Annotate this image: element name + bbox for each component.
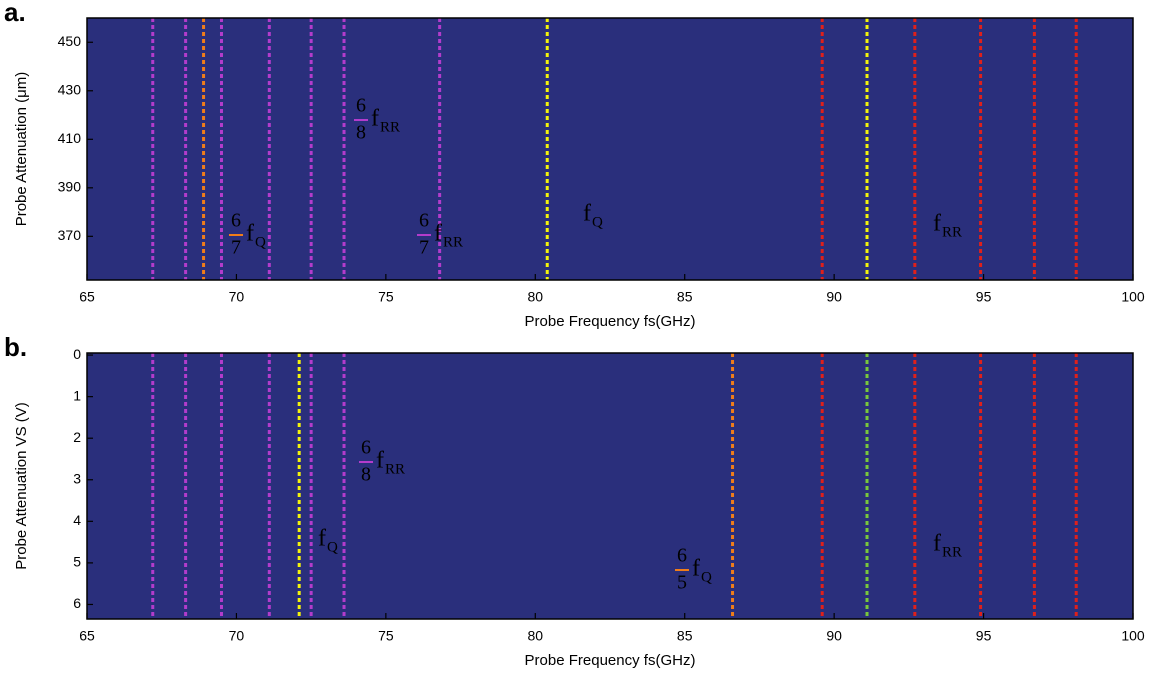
annotation-denominator: 7 [419, 237, 429, 259]
x-tick-label: 90 [826, 628, 842, 644]
panel-label: b. [4, 332, 27, 362]
annotation-numerator: 6 [356, 95, 366, 117]
y-axis-label: Probe Attenuation VS (V) [13, 402, 30, 570]
annotation-numerator: 6 [361, 437, 371, 459]
annotation-text: f [933, 531, 941, 557]
y-tick-label: 4 [73, 512, 81, 528]
x-tick-label: 100 [1121, 289, 1145, 305]
x-tick-label: 70 [229, 289, 245, 305]
annotation-text: f [376, 448, 384, 474]
annotation-text: f [318, 526, 326, 552]
y-tick-label: 3 [73, 470, 81, 486]
y-tick-label: 430 [58, 81, 82, 97]
x-tick-label: 95 [976, 289, 992, 305]
annotation-text: f [583, 201, 591, 227]
annotation-subscript: RR [942, 224, 962, 240]
y-tick-label: 1 [73, 387, 81, 403]
y-tick-label: 390 [58, 179, 82, 195]
annotation-numerator: 6 [419, 210, 429, 232]
x-tick-label: 70 [229, 628, 245, 644]
plot-frame [86, 17, 1134, 281]
annotation-text: f [434, 221, 442, 247]
x-tick-label: 65 [79, 628, 95, 644]
y-tick-label: 370 [58, 227, 82, 243]
y-tick-label: 5 [73, 554, 81, 570]
annotation: 6 7f Q [229, 210, 266, 259]
annotation-numerator: 6 [677, 545, 687, 567]
x-tick-label: 75 [378, 289, 394, 305]
x-tick-label: 65 [79, 289, 95, 305]
x-tick-label: 85 [677, 289, 693, 305]
x-tick-label: 80 [527, 628, 543, 644]
annotation-subscript: Q [255, 234, 266, 250]
annotation: 6 8f RR [354, 95, 400, 144]
annotation-subscript: RR [385, 461, 405, 477]
annotation: 6 5f Q [675, 545, 712, 594]
annotation: f RR [933, 211, 962, 241]
x-tick-label: 85 [677, 628, 693, 644]
annotation-subscript: RR [942, 544, 962, 560]
annotation-subscript: RR [380, 119, 400, 135]
annotation-subscript: Q [592, 214, 603, 230]
y-tick-label: 450 [58, 33, 82, 49]
annotation-subscript: Q [327, 539, 338, 555]
annotation-numerator: 6 [231, 210, 241, 232]
x-tick-label: 95 [976, 628, 992, 644]
x-axis-label: Probe Frequency fs(GHz) [525, 652, 696, 669]
annotation-text: f [371, 106, 379, 132]
y-tick-label: 0 [73, 346, 81, 362]
heatmap-area [87, 353, 1133, 619]
plot-frame [86, 352, 1134, 620]
annotation: f RR [933, 531, 962, 561]
x-tick-label: 80 [527, 289, 543, 305]
annotation-text: f [692, 556, 700, 582]
annotation: 6 7f RR [417, 210, 463, 259]
annotation-text: f [246, 221, 254, 247]
annotation-subscript: RR [443, 234, 463, 250]
heatmap-area [87, 18, 1133, 280]
annotation-denominator: 7 [231, 237, 241, 259]
annotation: 6 8f RR [359, 437, 405, 486]
annotation-subscript: Q [701, 569, 712, 585]
panel-label: a. [4, 0, 26, 27]
x-tick-label: 100 [1121, 628, 1145, 644]
y-tick-label: 2 [73, 429, 81, 445]
y-axis-label: Probe Attenuation (μm) [13, 72, 30, 227]
annotation-denominator: 5 [677, 572, 687, 594]
y-tick-label: 6 [73, 595, 81, 611]
annotation-text: f [933, 211, 941, 237]
annotation-denominator: 8 [361, 464, 371, 486]
y-tick-label: 410 [58, 130, 82, 146]
x-axis-label: Probe Frequency fs(GHz) [525, 313, 696, 330]
x-tick-label: 75 [378, 628, 394, 644]
annotation-denominator: 8 [356, 122, 366, 144]
x-tick-label: 90 [826, 289, 842, 305]
